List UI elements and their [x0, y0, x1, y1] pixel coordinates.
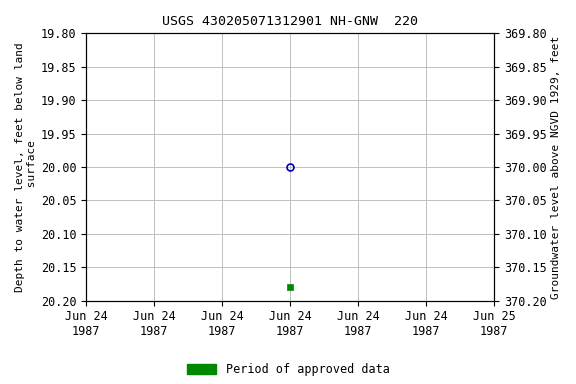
Legend: Period of approved data: Period of approved data	[187, 363, 389, 376]
Y-axis label: Depth to water level, feet below land
 surface: Depth to water level, feet below land su…	[15, 42, 37, 292]
Title: USGS 430205071312901 NH-GNW  220: USGS 430205071312901 NH-GNW 220	[162, 15, 418, 28]
Y-axis label: Groundwater level above NGVD 1929, feet: Groundwater level above NGVD 1929, feet	[551, 35, 561, 299]
